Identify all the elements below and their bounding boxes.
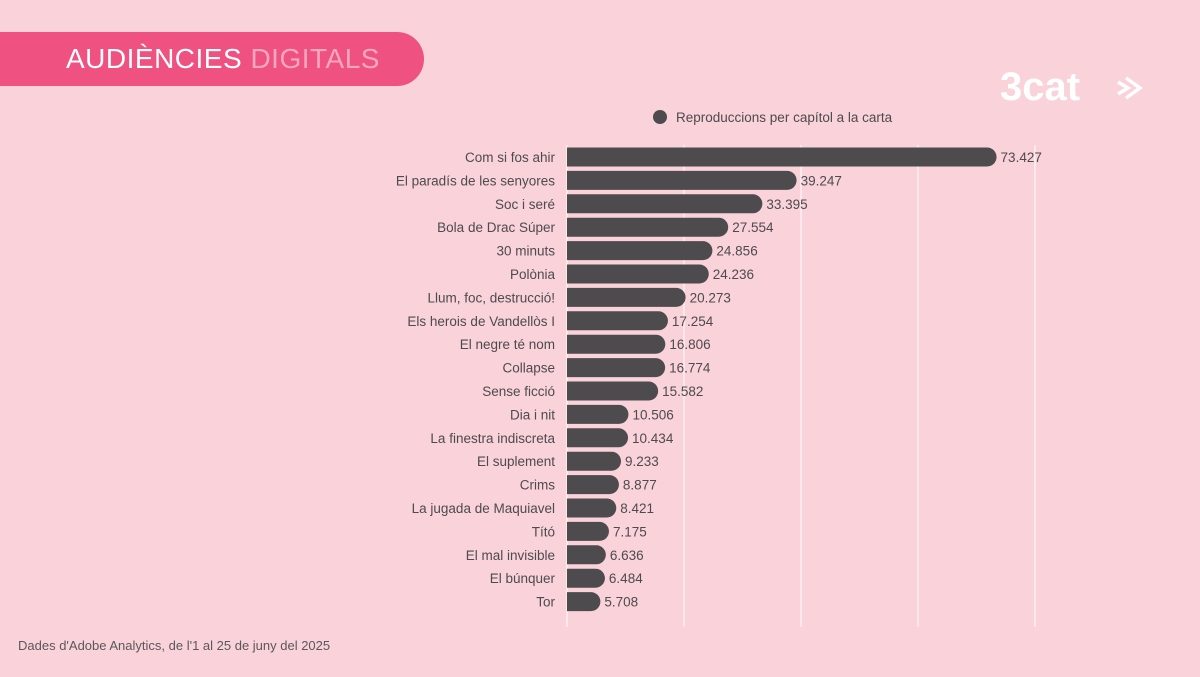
bar	[567, 592, 601, 612]
bar	[567, 170, 797, 190]
bar	[567, 241, 713, 261]
category-label: Bola de Drac Súper	[437, 220, 555, 235]
data-label: 73.427	[1001, 150, 1042, 165]
bar	[567, 545, 606, 565]
data-label: 6.636	[610, 548, 644, 563]
source-note: Dades d'Adobe Analytics, de l'1 al 25 de…	[18, 638, 331, 653]
data-label: 16.806	[669, 337, 710, 352]
category-label: Dia i nit	[510, 407, 555, 422]
bar-chart: Com si fos ahir 73.427 El paradís de les s…	[396, 110, 1042, 627]
3cat-logo: 3cat	[1000, 65, 1144, 108]
data-label: 17.254	[672, 314, 714, 329]
category-label: Els herois de Vandellòs I	[407, 314, 555, 329]
data-label: 39.247	[801, 173, 842, 188]
category-label: Tor	[536, 595, 555, 610]
category-label: Crims	[520, 478, 555, 493]
title-part-digitals: DIGITALS	[250, 43, 380, 74]
header-banner: AUDIÈNCIES DIGITALS	[0, 32, 424, 86]
data-label: 8.877	[623, 478, 657, 493]
category-label: La finestra indiscreta	[430, 431, 555, 446]
bar	[567, 217, 729, 237]
data-label: 33.395	[766, 197, 807, 212]
bar	[567, 381, 659, 401]
category-label: Sense ficció	[482, 384, 555, 399]
data-label: 10.506	[632, 407, 673, 422]
category-label: Tító	[532, 524, 555, 539]
data-label: 24.856	[716, 244, 757, 259]
bar	[567, 475, 619, 495]
category-label: El mal invisible	[466, 548, 555, 563]
data-label: 15.582	[662, 384, 703, 399]
bar	[567, 264, 709, 284]
category-label: El negre té nom	[460, 337, 555, 352]
bar	[567, 358, 666, 378]
category-label: La jugada de Maquiavel	[412, 501, 555, 516]
legend-label: Reproduccions per capítol a la carta	[676, 110, 893, 125]
bar	[567, 147, 997, 167]
data-label: 5.708	[604, 595, 638, 610]
category-label: Soc i seré	[495, 197, 555, 212]
bar	[567, 451, 622, 471]
bar	[567, 311, 668, 331]
category-label: Llum, foc, destrucció!	[427, 290, 555, 305]
bar	[567, 404, 629, 424]
category-label: El suplement	[477, 454, 555, 469]
bar	[567, 287, 686, 307]
bar	[567, 334, 666, 354]
bar	[567, 428, 629, 448]
data-label: 27.554	[732, 220, 774, 235]
logo-arrow-icon	[1117, 76, 1144, 100]
legend-marker	[653, 110, 667, 124]
bar	[567, 521, 609, 541]
page-title: AUDIÈNCIES DIGITALS	[66, 32, 380, 86]
bar	[567, 194, 763, 214]
category-label: El paradís de les senyores	[396, 173, 555, 188]
category-label: Polònia	[510, 267, 556, 282]
logo-text: 3cat	[1000, 65, 1080, 108]
category-label: 30 minuts	[496, 244, 555, 259]
data-label: 7.175	[613, 524, 647, 539]
data-label: 6.484	[609, 571, 643, 586]
data-label: 16.774	[669, 361, 711, 376]
bar	[567, 568, 605, 588]
category-label: Com si fos ahir	[465, 150, 556, 165]
category-label: El búnquer	[490, 571, 556, 586]
data-label: 9.233	[625, 454, 659, 469]
data-label: 20.273	[690, 290, 731, 305]
title-part-audiencies: AUDIÈNCIES	[66, 43, 243, 74]
data-label: 24.236	[713, 267, 754, 282]
data-label: 10.434	[632, 431, 674, 446]
data-label: 8.421	[620, 501, 654, 516]
category-label: Collapse	[502, 361, 555, 376]
bar	[567, 498, 617, 518]
